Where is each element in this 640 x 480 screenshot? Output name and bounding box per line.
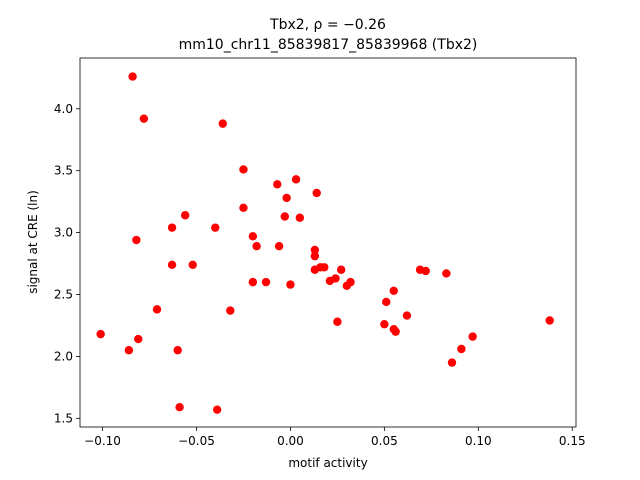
plot-area-frame	[79, 57, 577, 428]
data-point-11	[181, 211, 190, 220]
data-point-3	[132, 235, 141, 245]
data-point-23	[273, 180, 282, 189]
data-point-51	[447, 358, 457, 367]
data-point-5	[139, 114, 149, 123]
x-tick-label-3: 0.05	[371, 434, 398, 448]
data-points	[96, 72, 554, 414]
x-tick-label-4: 0.10	[465, 434, 492, 448]
y-tick-label-3: 3.0	[54, 226, 73, 240]
data-point-50	[442, 269, 451, 278]
data-point-7	[167, 223, 177, 232]
y-tick-label-1: 2.0	[54, 349, 73, 363]
data-point-19	[248, 232, 258, 241]
chart-title: Tbx2, ρ = −0.26 mm10_chr11_85839817_8583…	[179, 17, 478, 53]
data-point-20	[248, 277, 258, 287]
chart-title-line-1: Tbx2, ρ = −0.26	[269, 17, 386, 33]
data-point-39	[336, 265, 346, 274]
data-point-6	[152, 305, 162, 314]
data-point-24	[274, 242, 284, 251]
data-point-29	[295, 213, 305, 222]
x-axis-ticks: −0.10 −0.05 0.00 0.05 0.10 0.15	[84, 427, 586, 448]
data-point-27	[286, 280, 295, 289]
y-tick-label-2: 2.5	[54, 288, 73, 302]
data-point-54	[545, 316, 554, 325]
data-point-15	[218, 119, 227, 128]
data-point-12	[188, 260, 197, 269]
data-point-10	[175, 402, 184, 412]
y-axis-ticks: 1.5 2.0 2.5 3.0 3.5 4.0	[54, 102, 80, 425]
chart-title-line-2: mm10_chr11_85839817_85839968 (Tbx2)	[179, 37, 478, 53]
data-point-47	[402, 311, 412, 320]
data-point-30	[310, 245, 320, 255]
data-point-13	[211, 223, 220, 232]
y-axis-label: signal at CRE (ln)	[26, 190, 40, 294]
x-tick-label-0: −0.10	[84, 434, 121, 448]
x-tick-label-2: 0.00	[277, 434, 304, 448]
data-point-33	[312, 188, 321, 198]
y-tick-label-4: 3.5	[54, 164, 73, 178]
data-point-28	[291, 175, 301, 184]
data-point-8	[167, 260, 177, 269]
data-point-46	[391, 327, 400, 336]
data-point-31	[310, 251, 320, 261]
x-tick-label-1: −0.05	[178, 434, 215, 448]
data-point-0	[96, 329, 105, 339]
y-tick-label-5: 4.0	[54, 102, 73, 116]
data-point-9	[173, 346, 182, 355]
data-point-14	[212, 405, 222, 414]
data-point-53	[468, 332, 477, 341]
data-point-52	[457, 344, 466, 354]
data-point-1	[124, 346, 134, 355]
data-point-38	[333, 317, 342, 326]
data-point-16	[226, 306, 235, 315]
data-point-41	[346, 277, 355, 287]
data-point-35	[320, 263, 329, 272]
y-tick-label-0: 1.5	[54, 411, 73, 425]
data-point-43	[382, 297, 391, 307]
data-point-25	[280, 212, 289, 221]
data-point-49	[421, 266, 430, 276]
data-point-26	[282, 193, 291, 203]
data-point-2	[128, 72, 137, 81]
x-axis-label: motif activity	[288, 456, 367, 470]
data-point-17	[239, 165, 248, 174]
data-point-22	[261, 277, 271, 287]
data-point-44	[389, 286, 398, 295]
data-point-42	[380, 320, 389, 329]
data-point-37	[331, 274, 340, 283]
data-point-18	[239, 203, 248, 213]
data-point-4	[134, 334, 143, 344]
data-point-21	[252, 242, 261, 251]
x-tick-label-5: 0.15	[559, 434, 586, 448]
